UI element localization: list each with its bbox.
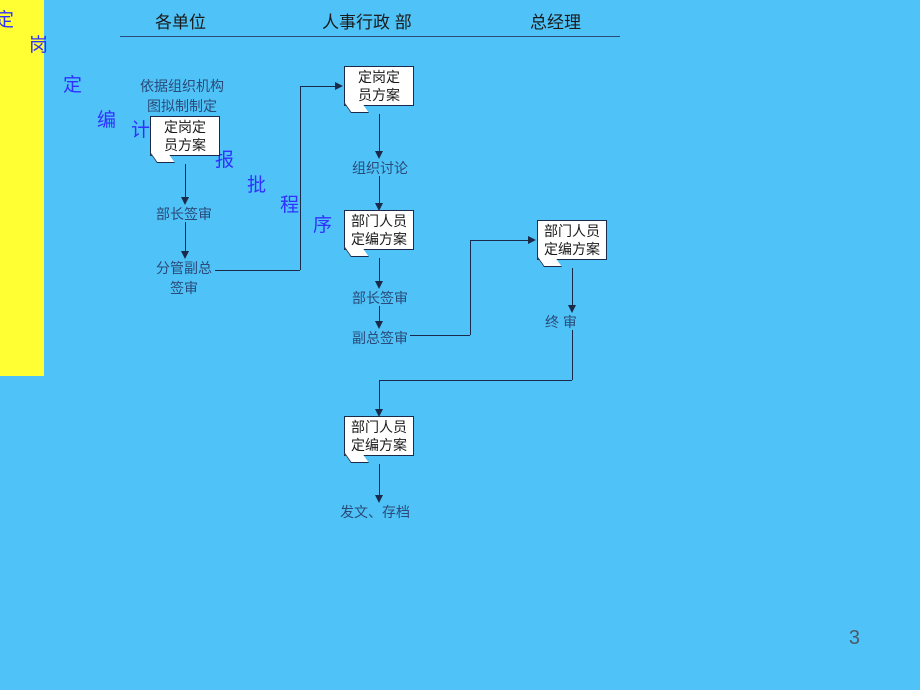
label-vp-sign: 分管副总 签审 xyxy=(156,258,212,298)
title-char: 岗 xyxy=(29,30,48,57)
label-basis: 依据组织机构 图拟制制定 xyxy=(140,76,224,116)
node-text: 员方案 xyxy=(358,86,400,104)
node-text: 定岗定 xyxy=(164,118,206,136)
node-text: 定编方案 xyxy=(544,240,600,258)
column-header-3: 总经理 xyxy=(530,8,581,33)
node-text: 定编方案 xyxy=(351,436,407,454)
title-char: 批 xyxy=(247,170,266,197)
page-number: 3 xyxy=(849,627,860,650)
node-final-plan: 部门人员 定编方案 xyxy=(344,416,414,456)
label-vp-sign-2: 副总签审 xyxy=(352,328,408,348)
column-header-underline xyxy=(120,36,620,37)
label-text: 分管副总 xyxy=(156,258,212,278)
node-text: 部门人员 xyxy=(544,222,600,240)
node-plan-unit: 定岗定 员方案 xyxy=(150,116,220,156)
label-final-review: 终 审 xyxy=(545,312,577,332)
column-header-2: 人事行政 部 xyxy=(322,8,412,33)
label-minister-sign-2: 部长签审 xyxy=(352,288,408,308)
title-char: 定 xyxy=(0,5,14,32)
title-char: 计 xyxy=(131,115,150,142)
node-dept-plan-gm: 部门人员 定编方案 xyxy=(537,220,607,260)
node-dept-plan: 部门人员 定编方案 xyxy=(344,210,414,250)
label-text: 图拟制制定 xyxy=(140,96,224,116)
column-header-1: 各单位 xyxy=(155,8,206,33)
title-char: 程 xyxy=(280,190,299,217)
title-char: 定 xyxy=(63,70,82,97)
label-minister-sign: 部长签审 xyxy=(156,204,212,224)
node-plan-hr: 定岗定 员方案 xyxy=(344,66,414,106)
node-text: 定编方案 xyxy=(351,230,407,248)
node-text: 部门人员 xyxy=(351,418,407,436)
title-char: 序 xyxy=(313,210,332,237)
label-text: 签审 xyxy=(156,278,212,298)
node-text: 员方案 xyxy=(164,136,206,154)
label-archive: 发文、存档 xyxy=(340,502,410,522)
node-text: 部门人员 xyxy=(351,212,407,230)
label-discuss: 组织讨论 xyxy=(352,158,408,178)
label-text: 依据组织机构 xyxy=(140,76,224,96)
title-char: 编 xyxy=(97,105,116,132)
node-text: 定岗定 xyxy=(358,68,400,86)
